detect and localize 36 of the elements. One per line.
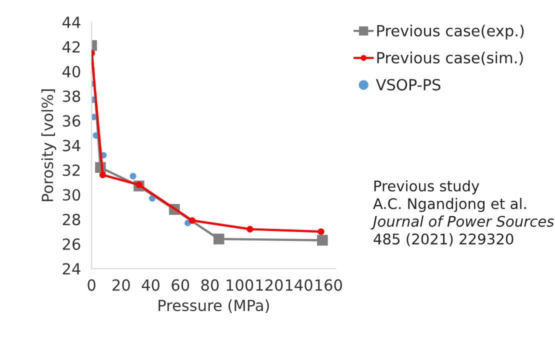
y-tick-label: 24	[62, 263, 80, 274]
point	[188, 217, 196, 224]
y-tick-label: 30	[62, 189, 80, 201]
legend-label: Previous case(sim.)	[377, 52, 523, 66]
text: Previous study	[374, 180, 480, 194]
text: Journal of Power Sources	[370, 216, 554, 230]
y-tick-label: 36	[62, 115, 80, 127]
y-tick-label: 32	[62, 164, 80, 176]
x-tick-label: 40	[142, 279, 160, 291]
point	[99, 172, 106, 178]
x-tick-label: 140	[286, 279, 312, 291]
point	[246, 226, 254, 232]
text: 485 (2021) 229320	[374, 233, 514, 246]
y-axis-title: Porosity [vol%]	[41, 89, 56, 202]
text: A.C. Ngandjong et al.	[373, 198, 526, 212]
y-tick-label: 26	[62, 238, 80, 250]
y-tick-label: 38	[62, 90, 80, 102]
legend-label: Previous case(exp.)	[377, 24, 524, 40]
y-tick-label: 44	[62, 16, 80, 28]
point	[318, 228, 324, 235]
y-tick-label: 40	[62, 66, 80, 78]
legend-label: VSOP-PS	[376, 78, 440, 91]
point	[317, 234, 328, 246]
x-tick-label: 100	[226, 279, 254, 291]
point	[130, 172, 136, 180]
y-tick-label: 28	[62, 214, 80, 226]
x-axis-title: Pressure (MPa)	[158, 299, 269, 313]
x-tick-label: 160	[315, 279, 342, 291]
point	[213, 234, 224, 244]
x-tick-label: 120	[256, 279, 283, 291]
x-tick-label: 60	[172, 279, 190, 291]
x-tick-label: 20	[112, 279, 130, 291]
x-tick-label: 80	[201, 279, 219, 291]
x-tick-label: 0	[88, 279, 96, 291]
y-tick-label: 34	[62, 140, 80, 152]
y-tick-label: 42	[62, 41, 80, 53]
